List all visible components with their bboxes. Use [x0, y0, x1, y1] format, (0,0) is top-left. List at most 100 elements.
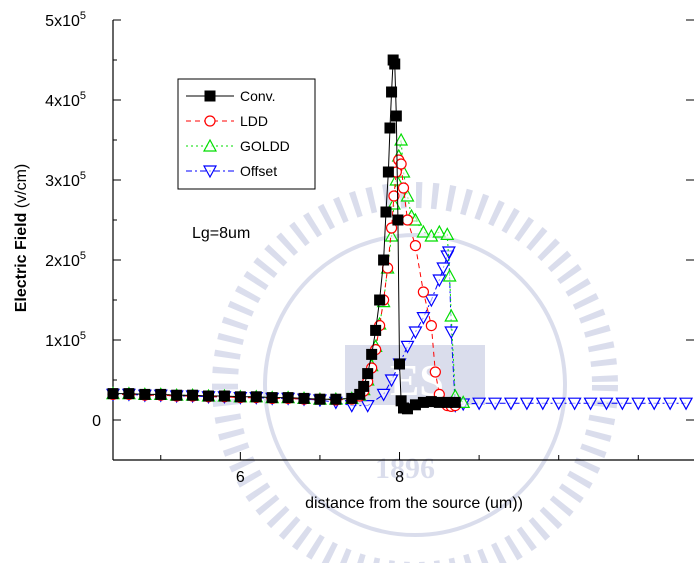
data-point [401, 214, 414, 226]
y-tick-label: 2x105 [45, 250, 86, 270]
data-point [266, 392, 278, 404]
data-point [314, 393, 326, 405]
data-point [440, 227, 455, 240]
data-point [370, 324, 382, 336]
data-point [535, 397, 550, 411]
data-point [203, 390, 215, 402]
data-point [424, 294, 439, 308]
data-point [436, 262, 451, 276]
data-point [472, 397, 487, 411]
data-point [441, 246, 456, 260]
data-point [386, 196, 401, 210]
data-point [551, 397, 566, 411]
watermark-year: 1896 [375, 452, 435, 485]
data-point [380, 206, 392, 218]
y-tick-label: 4x105 [45, 90, 86, 110]
data-point [599, 397, 614, 411]
legend-marker [202, 165, 218, 179]
data-point [394, 132, 409, 146]
data-point [442, 268, 457, 282]
data-point [330, 393, 342, 405]
data-point [519, 397, 534, 411]
y-axis-title-unit: (v/cm) [13, 164, 30, 213]
data-point [567, 397, 582, 411]
data-point [389, 172, 404, 186]
data-point [374, 294, 386, 306]
data-point [386, 86, 398, 98]
data-point [394, 358, 406, 370]
data-point [425, 320, 437, 332]
data-point [390, 110, 402, 122]
axis-ticks [113, 19, 694, 461]
data-point [382, 166, 394, 178]
series-layer [105, 54, 694, 415]
data-point [378, 254, 390, 266]
data-point [583, 397, 598, 411]
data-point [409, 240, 422, 252]
y-axis-title: Electric Field (v/cm) [13, 164, 30, 312]
data-point [155, 388, 167, 400]
data-point [416, 224, 431, 238]
y-tick-label: 0 [92, 413, 101, 430]
data-point [358, 380, 370, 392]
data-point [123, 388, 135, 400]
data-point [360, 400, 375, 413]
data-point [282, 392, 294, 404]
data-point [432, 224, 447, 238]
legend-label: GOLDD [240, 138, 290, 154]
data-point [429, 366, 441, 378]
legend-marker [202, 138, 218, 152]
data-point [139, 388, 151, 400]
y-tick-label: 5x105 [45, 10, 86, 30]
data-point [400, 340, 415, 354]
data-point [417, 286, 429, 298]
data-point [376, 388, 391, 402]
data-point [384, 374, 399, 388]
data-point [416, 312, 431, 325]
data-point [663, 397, 678, 411]
data-point [432, 274, 447, 288]
x-axis-title: distance from the source (um)) [305, 495, 523, 512]
y-tick-label: 3x105 [45, 170, 86, 190]
data-point [384, 122, 396, 134]
legend-marker [204, 115, 216, 127]
data-point [631, 397, 646, 411]
data-point [397, 182, 410, 194]
data-point [218, 390, 230, 402]
data-point [250, 391, 262, 403]
x-tick-label: 6 [236, 469, 245, 486]
y-tick-labels: 0 1x105 2x105 3x105 4x105 5x105 [45, 10, 101, 430]
data-point [234, 391, 246, 403]
y-axis-title-bold: Electric Field [13, 213, 30, 313]
legend-label: Conv. [240, 88, 276, 104]
legend-label: LDD [240, 113, 268, 129]
data-point [388, 190, 400, 202]
data-point [171, 389, 183, 401]
series-line [113, 158, 456, 407]
data-point [679, 397, 694, 411]
legend: Conv. LDD GOLDD Offset [177, 78, 316, 190]
data-point [615, 397, 630, 411]
data-point [444, 326, 459, 340]
data-point [187, 389, 199, 401]
data-point [298, 392, 310, 404]
series-conv [107, 54, 461, 415]
data-point [392, 214, 404, 226]
data-point [384, 228, 399, 242]
data-point [647, 397, 662, 411]
y-tick-label: 1x105 [45, 330, 86, 350]
data-point [395, 158, 407, 170]
data-point [503, 397, 518, 411]
data-point [408, 326, 423, 340]
data-point [389, 58, 401, 70]
data-point [449, 396, 461, 408]
data-point [362, 368, 374, 380]
data-point [107, 388, 119, 400]
x-tick-label: 8 [395, 469, 404, 486]
data-point [366, 348, 378, 360]
gate-length-annotation: Lg=8um [192, 225, 250, 242]
data-point [444, 308, 459, 322]
legend-label: Offset [240, 163, 277, 179]
